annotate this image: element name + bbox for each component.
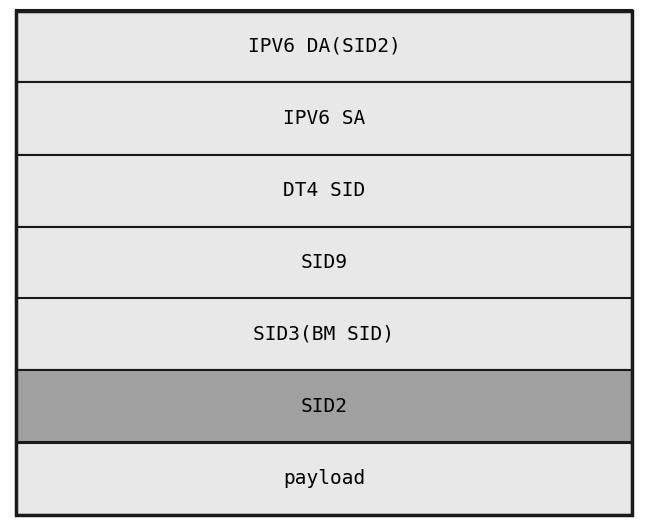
Text: SID2: SID2	[301, 397, 347, 416]
Bar	[16, 226, 632, 299]
Text: DT4 SID: DT4 SID	[283, 181, 365, 200]
Text: IPV6 SA: IPV6 SA	[283, 109, 365, 128]
Bar	[16, 10, 632, 82]
Text: SID3(BM SID): SID3(BM SID)	[253, 325, 395, 344]
Text: IPV6 DA(SID2): IPV6 DA(SID2)	[248, 37, 400, 56]
Bar	[16, 82, 632, 154]
Bar	[16, 154, 632, 226]
Bar	[16, 443, 632, 514]
Text: SID9: SID9	[301, 253, 347, 272]
Bar	[16, 299, 632, 371]
Bar	[16, 371, 632, 443]
Text: payload: payload	[283, 469, 365, 488]
